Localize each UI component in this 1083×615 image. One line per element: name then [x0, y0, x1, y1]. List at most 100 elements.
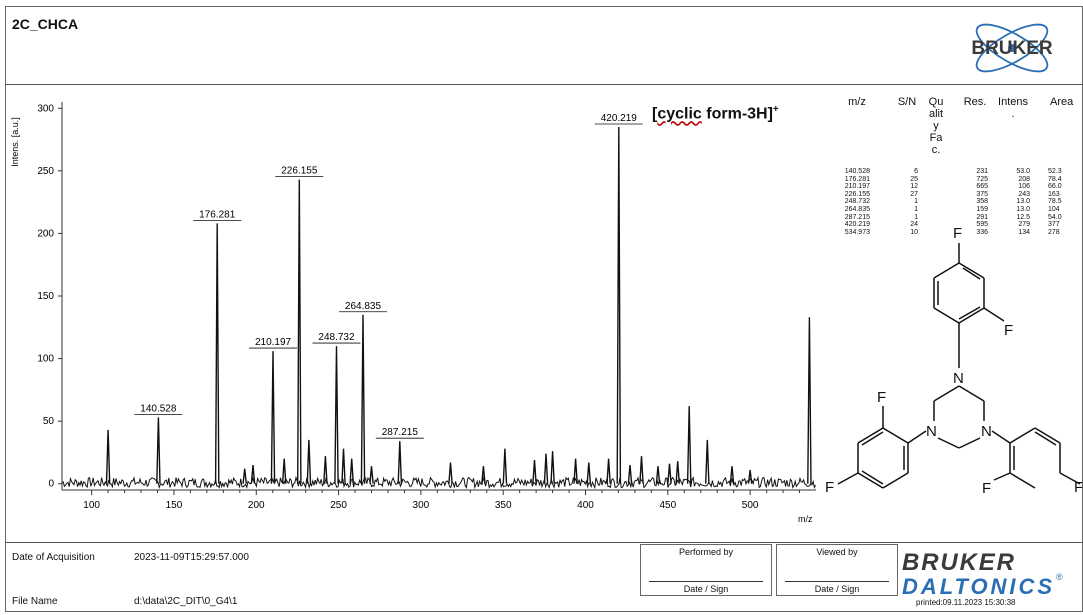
labeled-peak — [616, 126, 622, 484]
peak-label: 140.528 — [140, 403, 177, 414]
col-head-intens: Intens . — [998, 96, 1028, 120]
peak-table-col-mz: 140.528 176.281 210.197 226.155 248.732 264.8… — [830, 168, 870, 236]
spectrum-peak — [369, 466, 374, 484]
peak-table-cell: 287.215 — [844, 213, 870, 221]
peak-table-cell: 595 — [976, 221, 988, 229]
performed-by-label: Performed by — [678, 547, 734, 557]
header-divider — [5, 84, 1083, 85]
peak-table-cell: 13.0 — [1016, 198, 1030, 206]
col-head-sn: S/N — [897, 96, 917, 108]
spectrum-peak — [349, 458, 354, 484]
spectrum-peak — [667, 463, 672, 484]
x-tick-label: 350 — [495, 500, 512, 511]
peak-table-col-intens: 53.0 208 106 243 13.0 13.0 12.5 279 134 — [996, 168, 1030, 236]
spectrum-peak — [341, 448, 346, 484]
peak-table-cell: 140.528 — [844, 168, 870, 175]
peak-table-cell: 78.5 — [1048, 198, 1062, 206]
viewed-date-sign-label: Date / Sign — [814, 584, 860, 594]
x-tick-label: 250 — [330, 500, 347, 511]
peak-table-cell: 248.732 — [844, 198, 870, 206]
fluorine-label: F — [825, 479, 834, 496]
peak-table-cell: 52.3 — [1048, 168, 1062, 175]
bruker-daltonics-logo: BRUKER DALTONICS ® — [902, 549, 1063, 599]
x-tick-label: 150 — [166, 500, 183, 511]
spectrum-peak — [250, 464, 256, 484]
peak-label: 210.197 — [255, 337, 292, 348]
col-head-area: Area — [1050, 96, 1074, 108]
peak-table-cell: 377 — [1048, 221, 1060, 229]
col-head-quality: Qu alit y Fa c. — [928, 96, 944, 156]
nitrogen-label: N — [953, 370, 964, 387]
peak-table-cell: 6 — [914, 168, 918, 175]
svg-text:®: ® — [1056, 572, 1063, 582]
spectrum-peak — [323, 456, 328, 484]
peak-table-cell: 12 — [910, 183, 918, 191]
mass-spectrum-plot: 0 50 100 150 200 250 300 100 150 200 250 300 350 400 4… — [10, 102, 817, 524]
nitrogen-label: N — [981, 423, 992, 440]
y-tick-label: 50 — [43, 416, 55, 427]
peak-label: 287.215 — [382, 427, 419, 438]
peak-table-cell: 336 — [976, 228, 988, 236]
bruker-logo-text: BRUKER — [971, 38, 1053, 59]
triazinane-structure: F F N N N F F F F — [825, 225, 1083, 497]
annotation-misspelled-word: cyclic — [657, 105, 702, 123]
spectrum-peak — [807, 317, 812, 484]
labeled-peak — [297, 179, 302, 484]
spectrum-peak — [729, 466, 735, 484]
file-name-value: d:\data\2C_DIT\0_G4\1 — [134, 596, 238, 607]
peak-table-cell: 1 — [914, 205, 918, 213]
peak-table-cell: 358 — [976, 198, 988, 206]
peak-label: 420.219 — [601, 113, 638, 124]
x-tick-label: 200 — [248, 500, 265, 511]
peak-table-cell: 725 — [976, 175, 988, 183]
spectrum-peak — [105, 429, 111, 484]
spectrum-peak — [448, 462, 453, 484]
spectrum-peak — [481, 466, 486, 484]
peak-table-cell: 264.835 — [844, 205, 870, 213]
peak-table-cell: 231 — [976, 168, 988, 175]
peak-table-cell: 375 — [976, 190, 988, 198]
structure-annotation: [cyclic form-3H]+ — [652, 104, 779, 123]
spectrum-peak — [675, 461, 680, 484]
y-tick-label: 300 — [37, 103, 54, 114]
spectrum-trace — [61, 126, 817, 490]
performed-date-sign-label: Date / Sign — [683, 584, 729, 594]
peak-table-col-sn: 6 25 12 27 1 1 1 24 10 — [894, 168, 918, 236]
spectrum-peak — [639, 456, 644, 484]
peak-table-cell: 78.4 — [1048, 175, 1062, 183]
spectrum-peak — [306, 439, 312, 484]
peak-table-cell: 53.0 — [1016, 168, 1030, 175]
performed-by-box: Performed by Date / Sign — [640, 544, 772, 596]
fluorine-label: F — [1004, 322, 1013, 339]
nitrogen-label: N — [926, 423, 937, 440]
x-tick-label: 400 — [577, 500, 594, 511]
structure-bonds — [837, 243, 1081, 489]
peak-table-cell: 54.0 — [1048, 213, 1062, 221]
peak-table-cell: 159 — [976, 205, 988, 213]
peak-table-cell: 24 — [910, 221, 918, 229]
y-tick-label: 250 — [37, 166, 54, 177]
footer-divider — [5, 542, 1083, 543]
peak-table-cell: 134 — [1018, 228, 1030, 236]
acquisition-date-label: Date of Acquisition — [12, 552, 95, 563]
peak-table-cell: 66.0 — [1048, 183, 1062, 191]
x-tick-label: 500 — [742, 500, 759, 511]
spectrum-peak — [686, 406, 692, 484]
fluorine-label: F — [953, 225, 962, 242]
labeled-peak — [214, 223, 220, 484]
spectrum-peak — [747, 469, 753, 484]
spectrum-peak — [550, 451, 555, 484]
peak-table-cell: 25 — [910, 175, 918, 183]
peak-label: 248.732 — [318, 332, 355, 343]
spectrum-peak — [627, 464, 633, 484]
col-head-mz: m/z — [848, 96, 866, 108]
peak-table-cell: 13.0 — [1016, 205, 1030, 213]
peak-table-cell: 665 — [976, 183, 988, 191]
printed-timestamp: printed:09.11.2023 15:30:38 — [916, 598, 1016, 607]
peak-table-cell: 210.197 — [844, 183, 870, 191]
spectrum-peak — [573, 458, 578, 484]
y-tick-label: 100 — [37, 354, 54, 365]
peak-table-cell: 208 — [1018, 175, 1030, 183]
col-head-res: Res. — [963, 96, 987, 108]
y-tick-label: 200 — [37, 228, 54, 239]
